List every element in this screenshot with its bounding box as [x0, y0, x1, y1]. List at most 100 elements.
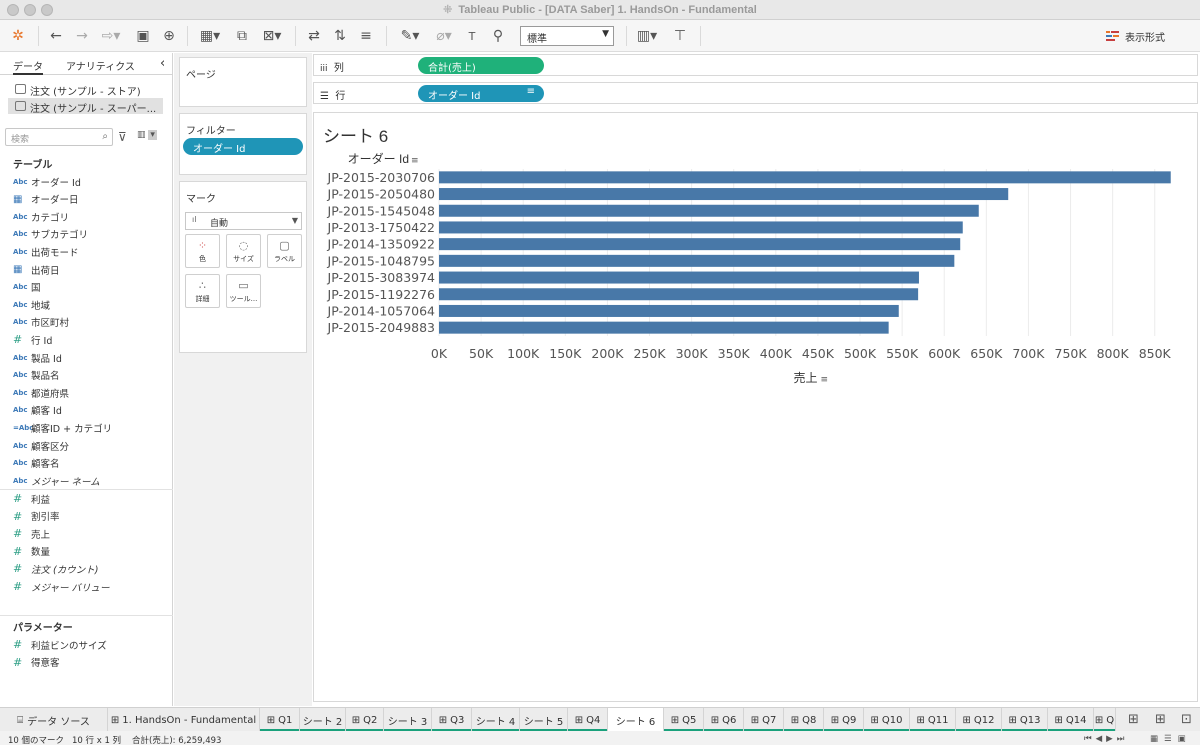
sheet-tab[interactable]: シート 3: [384, 708, 432, 732]
field-item[interactable]: # 行 Id: [13, 331, 52, 348]
sort-descending-icon[interactable]: ≡: [360, 28, 372, 44]
field-item[interactable]: Abc 出荷モード: [13, 243, 79, 260]
sheet-tab[interactable]: シート 6: [608, 708, 664, 732]
field-item[interactable]: ▦ 出荷日: [13, 261, 60, 278]
toolbar: ✲ ← → ⇨▾ ▣ ⊕ ▦▾ ⧉ ⊠▾ ⇄ ⇅ ≡ ✎▾ ⌀▾ T ⚲ 標準 ▼…: [0, 20, 1200, 52]
data-source-super[interactable]: 注文 (サンプル - スーパー...: [8, 98, 163, 114]
sheet-tab[interactable]: シート 2: [300, 708, 346, 732]
filter-pill-order-id[interactable]: オーダー Id: [183, 138, 303, 155]
sheet-tab[interactable]: ⊞ Q7: [744, 708, 784, 732]
field-item[interactable]: # 売上: [13, 525, 50, 542]
field-search-input[interactable]: 検索 ⌕: [5, 128, 113, 146]
field-item[interactable]: Abc メジャー ネーム: [13, 472, 100, 489]
sheet-tab[interactable]: ⊞ Q13: [1002, 708, 1048, 732]
presentation-mode-icon[interactable]: ⊤: [673, 28, 687, 44]
new-worksheet-icon[interactable]: ▦▾: [199, 28, 221, 44]
field-item[interactable]: Abc 顧客区分: [13, 437, 69, 454]
field-item[interactable]: # 数量: [13, 543, 50, 560]
field-item[interactable]: Abc 顧客名: [13, 455, 60, 472]
sheet-tab[interactable]: ⊞ Q2: [346, 708, 384, 732]
pages-card[interactable]: ページ: [179, 57, 307, 107]
save-icon[interactable]: ▣: [136, 28, 150, 44]
group-members-icon[interactable]: ⌀▾: [436, 28, 452, 44]
field-item[interactable]: Abc サブカテゴリ: [13, 226, 88, 243]
tab-data[interactable]: データ: [13, 58, 43, 75]
minimize-window-button[interactable]: [24, 4, 36, 16]
field-item[interactable]: Abc 都道府県: [13, 384, 69, 401]
sheet-tab[interactable]: ⊞ Q1: [260, 708, 300, 732]
field-item[interactable]: ▦ オーダー日: [13, 191, 79, 208]
field-item[interactable]: Abc 市区町村: [13, 314, 69, 331]
sheet-tab[interactable]: シート 4: [472, 708, 520, 732]
sheet-tab[interactable]: ⊞ Q4: [568, 708, 608, 732]
close-window-button[interactable]: [7, 4, 19, 16]
redo-icon[interactable]: →: [76, 28, 88, 44]
sheet-tab[interactable]: ⊞ Q11: [910, 708, 956, 732]
field-item[interactable]: Abc 地域: [13, 296, 50, 313]
tooltip-button[interactable]: ▭ ツール...: [226, 274, 261, 308]
detail-button[interactable]: ∴ 詳細: [185, 274, 220, 308]
mark-type-dropdown[interactable]: ıl 自動 ▼: [185, 212, 302, 230]
data-source-store[interactable]: 注文 (サンプル - ストア): [8, 81, 163, 97]
tableau-home-icon[interactable]: ✲: [12, 28, 24, 44]
highlight-icon[interactable]: ✎▾: [400, 28, 420, 44]
show-mark-labels-icon[interactable]: T: [468, 29, 476, 43]
filter-icon[interactable]: ⊽: [118, 130, 127, 144]
fix-axes-icon[interactable]: ⚲: [492, 28, 504, 44]
filters-card[interactable]: フィルター オーダー Id: [179, 113, 307, 175]
field-item[interactable]: Abc 製品名: [13, 367, 60, 384]
field-item[interactable]: # 注文 (カウント): [13, 560, 98, 577]
label-button[interactable]: ▢ ラベル: [267, 234, 302, 268]
undo-icon[interactable]: ←: [50, 28, 62, 44]
collapse-pane-icon[interactable]: ‹: [160, 56, 166, 71]
field-item[interactable]: =Abc 顧客ID + カテゴリ: [13, 419, 112, 436]
field-item[interactable]: Abc 製品 Id: [13, 349, 62, 366]
swap-rows-columns-icon[interactable]: ⇄: [308, 28, 320, 44]
field-item[interactable]: # 得意客: [13, 654, 60, 671]
replay-icon[interactable]: ⇨▾: [101, 28, 121, 44]
size-button[interactable]: ◌ サイズ: [226, 234, 261, 268]
sheet-sorter-icon[interactable]: ▦☰▣: [1150, 734, 1192, 744]
sheet-tab-label: Q: [1106, 714, 1115, 726]
duplicate-sheet-icon[interactable]: ⧉: [237, 28, 247, 44]
fit-dropdown[interactable]: 標準 ▼: [520, 26, 614, 46]
new-data-source-icon[interactable]: ⊕: [163, 28, 175, 44]
sheet-tab[interactable]: ⊞ Q12: [956, 708, 1002, 732]
sheet-tab[interactable]: ⊞ 1. HandsOn - Fundamental: [108, 708, 260, 732]
tab-analytics[interactable]: アナリティクス: [66, 62, 135, 73]
sheet-tab[interactable]: ⊞ Q10: [864, 708, 910, 732]
sheet-tab[interactable]: ⊞ Q8: [784, 708, 824, 732]
sheet-tab[interactable]: ⊞ Q3: [432, 708, 472, 732]
sheet-tab[interactable]: ⊞ Q9: [824, 708, 864, 732]
sheet-tab[interactable]: シート 5: [520, 708, 568, 732]
field-item[interactable]: # 利益: [13, 490, 50, 507]
clear-sheet-icon[interactable]: ⊠▾: [262, 28, 282, 44]
show-me-button[interactable]: 表示形式: [1125, 33, 1165, 44]
rows-pill-order-id[interactable]: オーダー Id ≡: [418, 85, 544, 102]
sheet-tab[interactable]: ⊞ Q6: [704, 708, 744, 732]
data-source-tab[interactable]: ⌸ データ ソース: [0, 708, 108, 732]
field-item[interactable]: Abc 国: [13, 279, 41, 296]
new-story-icon[interactable]: ⊡: [1181, 712, 1192, 727]
rows-shelf[interactable]: ☰ 行 オーダー Id ≡: [313, 82, 1198, 104]
view-options-icon[interactable]: ▥ ▾: [137, 130, 157, 140]
new-worksheet-icon[interactable]: ⊞: [1128, 712, 1139, 727]
field-item[interactable]: # 割引率: [13, 508, 60, 525]
show-me-icon[interactable]: [1106, 30, 1120, 42]
sheet-tab[interactable]: ⊞ Q5: [664, 708, 704, 732]
color-button[interactable]: ⁘ 色: [185, 234, 220, 268]
columns-pill-sum-sales[interactable]: 合計(売上): [418, 57, 544, 74]
field-item[interactable]: Abc カテゴリ: [13, 208, 69, 225]
columns-shelf[interactable]: iii 列 合計(売上): [313, 54, 1198, 76]
sheet-tab[interactable]: ⊞ Q14: [1048, 708, 1094, 732]
field-item[interactable]: # 利益ビンのサイズ: [13, 636, 107, 653]
sheet-navigation-icon[interactable]: ⏮◀▶⏭: [1084, 734, 1129, 744]
zoom-window-button[interactable]: [41, 4, 53, 16]
field-item[interactable]: Abc 顧客 Id: [13, 402, 62, 419]
sort-ascending-icon[interactable]: ⇅: [334, 28, 346, 44]
new-dashboard-icon[interactable]: ⊞: [1155, 712, 1166, 727]
field-item[interactable]: # メジャー バリュー: [13, 578, 110, 595]
field-item[interactable]: Abc オーダー Id: [13, 173, 81, 190]
show-cards-icon[interactable]: ▥▾: [636, 28, 658, 44]
sheet-tab[interactable]: ⊞ Q: [1094, 708, 1116, 732]
